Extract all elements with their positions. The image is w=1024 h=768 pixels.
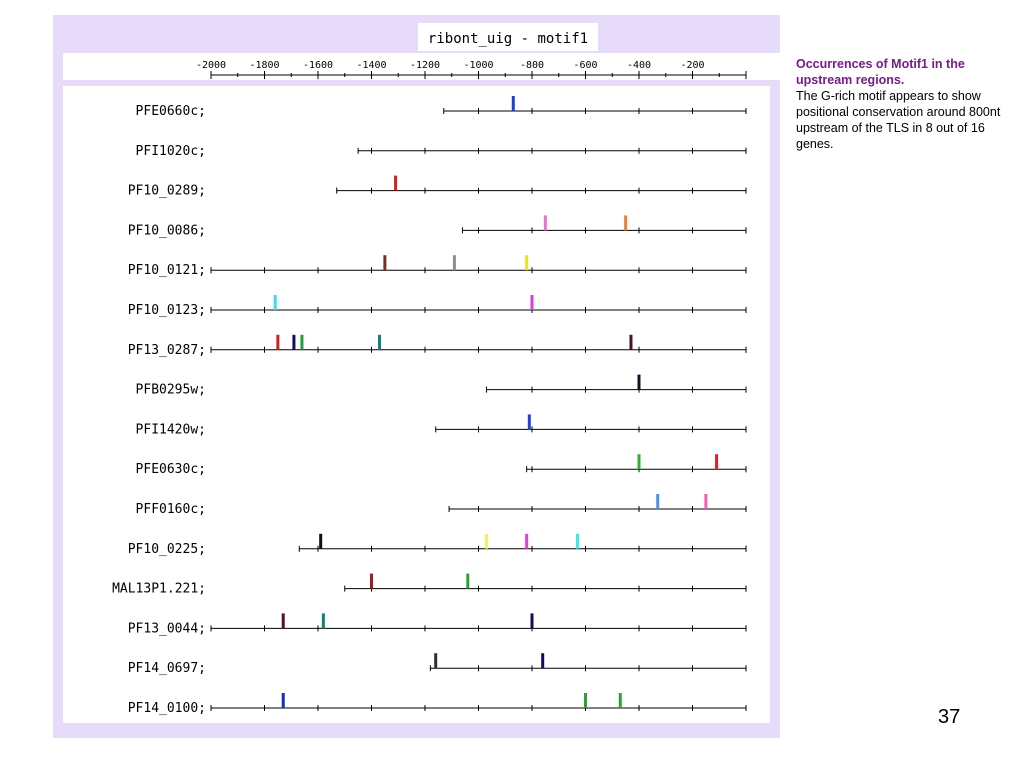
motif-map-figure: ribont_uig - motif1 -2000 -1800 -1600 -1400… bbox=[63, 23, 780, 723]
motif-hit bbox=[452, 255, 456, 271]
gene-track: PFI1020c; bbox=[136, 144, 747, 159]
motif-hit bbox=[466, 573, 470, 589]
axis-tick-label: -400 bbox=[627, 60, 651, 71]
gene-label: PFF0160c; bbox=[136, 502, 206, 517]
gene-label: PFB0295w; bbox=[136, 383, 206, 398]
gene-label: PF10_0086; bbox=[128, 223, 206, 238]
page-number: 37 bbox=[938, 706, 961, 728]
axis-tick-label: -2000 bbox=[196, 60, 226, 71]
gene-track: PF10_0289; bbox=[128, 175, 747, 199]
gene-track: PF13_0287; bbox=[128, 334, 747, 358]
axis-tick-label: -1000 bbox=[463, 60, 493, 71]
gene-label: PF10_0289; bbox=[128, 184, 206, 199]
gene-label: PFI1020c; bbox=[136, 144, 206, 159]
motif-hit bbox=[434, 653, 438, 669]
motif-hit bbox=[541, 653, 545, 669]
motif-hit bbox=[273, 295, 277, 310]
motif-hit bbox=[637, 454, 641, 470]
position-axis: -2000 -1800 -1600 -1400 -1200 -1000 -800 -600 -4… bbox=[196, 60, 747, 79]
gene-label: PF14_0100; bbox=[128, 701, 206, 716]
motif-hit bbox=[300, 334, 304, 350]
figure-frame: ribont_uig - motif1 -2000 -1800 -1600 -1400… bbox=[53, 15, 780, 738]
gene-tracks: PFE0660c; PFI1020c; PF10_0289; PF10_0086; PF… bbox=[112, 96, 747, 716]
gene-label: PFI1420w; bbox=[136, 422, 206, 437]
motif-hit bbox=[704, 494, 708, 509]
axis-tick-label: -800 bbox=[520, 60, 544, 71]
axis-tick-label: -1400 bbox=[356, 60, 386, 71]
motif-hit bbox=[281, 613, 285, 629]
motif-hit bbox=[525, 533, 529, 549]
motif-hit bbox=[370, 573, 373, 589]
gene-label: PF10_0225; bbox=[128, 542, 206, 557]
motif-hit bbox=[656, 494, 660, 509]
motif-hit bbox=[485, 533, 489, 549]
motif-hit bbox=[383, 255, 387, 271]
gene-track: PF10_0086; bbox=[128, 215, 747, 238]
motif-hit bbox=[530, 295, 534, 310]
gene-track: PFF0160c; bbox=[136, 494, 747, 517]
motif-hit bbox=[629, 334, 633, 350]
gene-track: PF14_0100; bbox=[128, 693, 747, 716]
motif-hit bbox=[530, 613, 534, 629]
gene-label: PF13_0287; bbox=[128, 343, 206, 358]
motif-hit bbox=[527, 414, 531, 430]
tracks-panel bbox=[63, 86, 770, 723]
axis-tick-label: -600 bbox=[573, 60, 597, 71]
gene-label: PFE0630c; bbox=[136, 462, 206, 477]
motif-hit bbox=[543, 215, 547, 231]
motif-hit bbox=[624, 215, 628, 231]
axis-tick-label: -1800 bbox=[249, 60, 279, 71]
motif-hit bbox=[618, 693, 622, 708]
motif-hit bbox=[575, 533, 579, 549]
motif-hit bbox=[511, 96, 515, 111]
axis-tick-label: -1600 bbox=[303, 60, 333, 71]
motif-hit bbox=[394, 175, 398, 191]
gene-track: PF10_0121; bbox=[128, 255, 747, 278]
gene-track: PF14_0697; bbox=[128, 653, 747, 676]
slide-caption: Occurrences of Motif1 in the upstream re… bbox=[796, 56, 1001, 152]
motif-hit bbox=[584, 693, 587, 708]
gene-track: PFE0660c; bbox=[136, 96, 747, 119]
gene-track: PF13_0044; bbox=[128, 613, 747, 636]
motif-hit bbox=[319, 533, 323, 549]
motif-hit bbox=[525, 255, 529, 271]
motif-hit bbox=[276, 334, 280, 350]
gene-track: PF10_0123; bbox=[128, 295, 747, 318]
title-panel bbox=[418, 23, 598, 51]
gene-label: PF14_0697; bbox=[128, 661, 206, 676]
axis-tick-label: -200 bbox=[680, 60, 704, 71]
gene-label: MAL13P1.221; bbox=[112, 582, 206, 597]
motif-hit bbox=[637, 374, 641, 390]
gene-label: PFE0660c; bbox=[136, 104, 206, 119]
motif-hit bbox=[281, 693, 285, 708]
gene-track: PF10_0225; bbox=[128, 533, 747, 557]
gene-track: PFI1420w; bbox=[136, 414, 747, 437]
motif-hit bbox=[321, 613, 325, 629]
figure-title: ribont_uig - motif1 bbox=[428, 31, 588, 47]
caption-body: The G-rich motif appears to show positio… bbox=[796, 89, 1001, 151]
gene-track: PFE0630c; bbox=[136, 454, 747, 477]
motif-hit bbox=[715, 454, 719, 470]
caption-title: Occurrences of Motif1 in the upstream re… bbox=[796, 57, 965, 87]
gene-label: PF10_0123; bbox=[128, 303, 206, 318]
motif-hit bbox=[292, 334, 296, 350]
gene-track: PFB0295w; bbox=[136, 374, 747, 398]
gene-label: PF13_0044; bbox=[128, 621, 206, 636]
gene-track: MAL13P1.221; bbox=[112, 573, 747, 597]
motif-hit bbox=[378, 334, 382, 350]
gene-label: PF10_0121; bbox=[128, 263, 206, 278]
axis-tick-label: -1200 bbox=[410, 60, 440, 71]
